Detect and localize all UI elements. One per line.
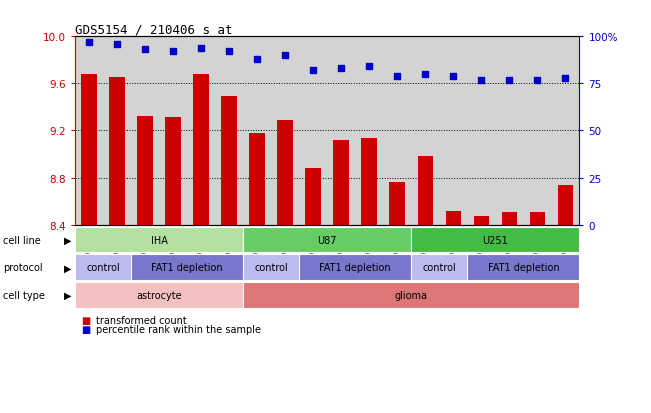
Bar <box>137 117 152 225</box>
Text: GDS5154 / 210406_s_at: GDS5154 / 210406_s_at <box>75 23 232 36</box>
Text: ▶: ▶ <box>64 263 72 273</box>
Text: glioma: glioma <box>395 290 428 300</box>
Point <box>308 68 318 74</box>
Text: U251: U251 <box>482 235 508 245</box>
Point <box>140 47 150 54</box>
Text: FAT1 depletion: FAT1 depletion <box>488 263 559 273</box>
Text: FAT1 depletion: FAT1 depletion <box>151 263 223 273</box>
Text: control: control <box>422 263 456 273</box>
Bar <box>389 183 405 225</box>
Point <box>532 77 542 84</box>
Text: U87: U87 <box>318 235 337 245</box>
Bar <box>445 211 461 225</box>
Point <box>476 77 486 84</box>
Bar <box>333 140 349 225</box>
Point <box>224 49 234 55</box>
Bar <box>417 157 433 225</box>
Point <box>280 52 290 59</box>
Bar <box>305 169 321 225</box>
Point <box>560 75 570 82</box>
Point <box>112 41 122 48</box>
Bar <box>81 75 96 225</box>
Point <box>196 45 206 52</box>
Bar <box>558 185 573 225</box>
Point <box>252 57 262 63</box>
Bar <box>109 78 124 225</box>
Text: ■: ■ <box>81 324 90 334</box>
Point <box>448 74 458 80</box>
Bar <box>221 97 237 225</box>
Point <box>364 64 374 71</box>
Text: astrocyte: astrocyte <box>136 290 182 300</box>
Bar <box>249 133 265 225</box>
Point <box>336 66 346 72</box>
Point <box>168 49 178 55</box>
Text: ▶: ▶ <box>64 290 72 300</box>
Point <box>420 71 430 78</box>
Text: control: control <box>254 263 288 273</box>
Bar <box>165 118 181 225</box>
Bar <box>193 75 209 225</box>
Bar <box>502 212 517 225</box>
Text: ■: ■ <box>81 316 90 325</box>
Text: cell line: cell line <box>3 235 41 245</box>
Text: cell type: cell type <box>3 290 45 300</box>
Point <box>84 40 94 46</box>
Text: percentile rank within the sample: percentile rank within the sample <box>96 324 260 334</box>
Point <box>504 77 514 84</box>
Text: FAT1 depletion: FAT1 depletion <box>320 263 391 273</box>
Bar <box>473 217 489 225</box>
Bar <box>361 138 377 225</box>
Bar <box>277 121 293 225</box>
Text: protocol: protocol <box>3 263 43 273</box>
Bar <box>530 212 545 225</box>
Text: transformed count: transformed count <box>96 316 186 325</box>
Point <box>392 74 402 80</box>
Text: IHA: IHA <box>150 235 167 245</box>
Text: ▶: ▶ <box>64 235 72 245</box>
Text: control: control <box>86 263 120 273</box>
